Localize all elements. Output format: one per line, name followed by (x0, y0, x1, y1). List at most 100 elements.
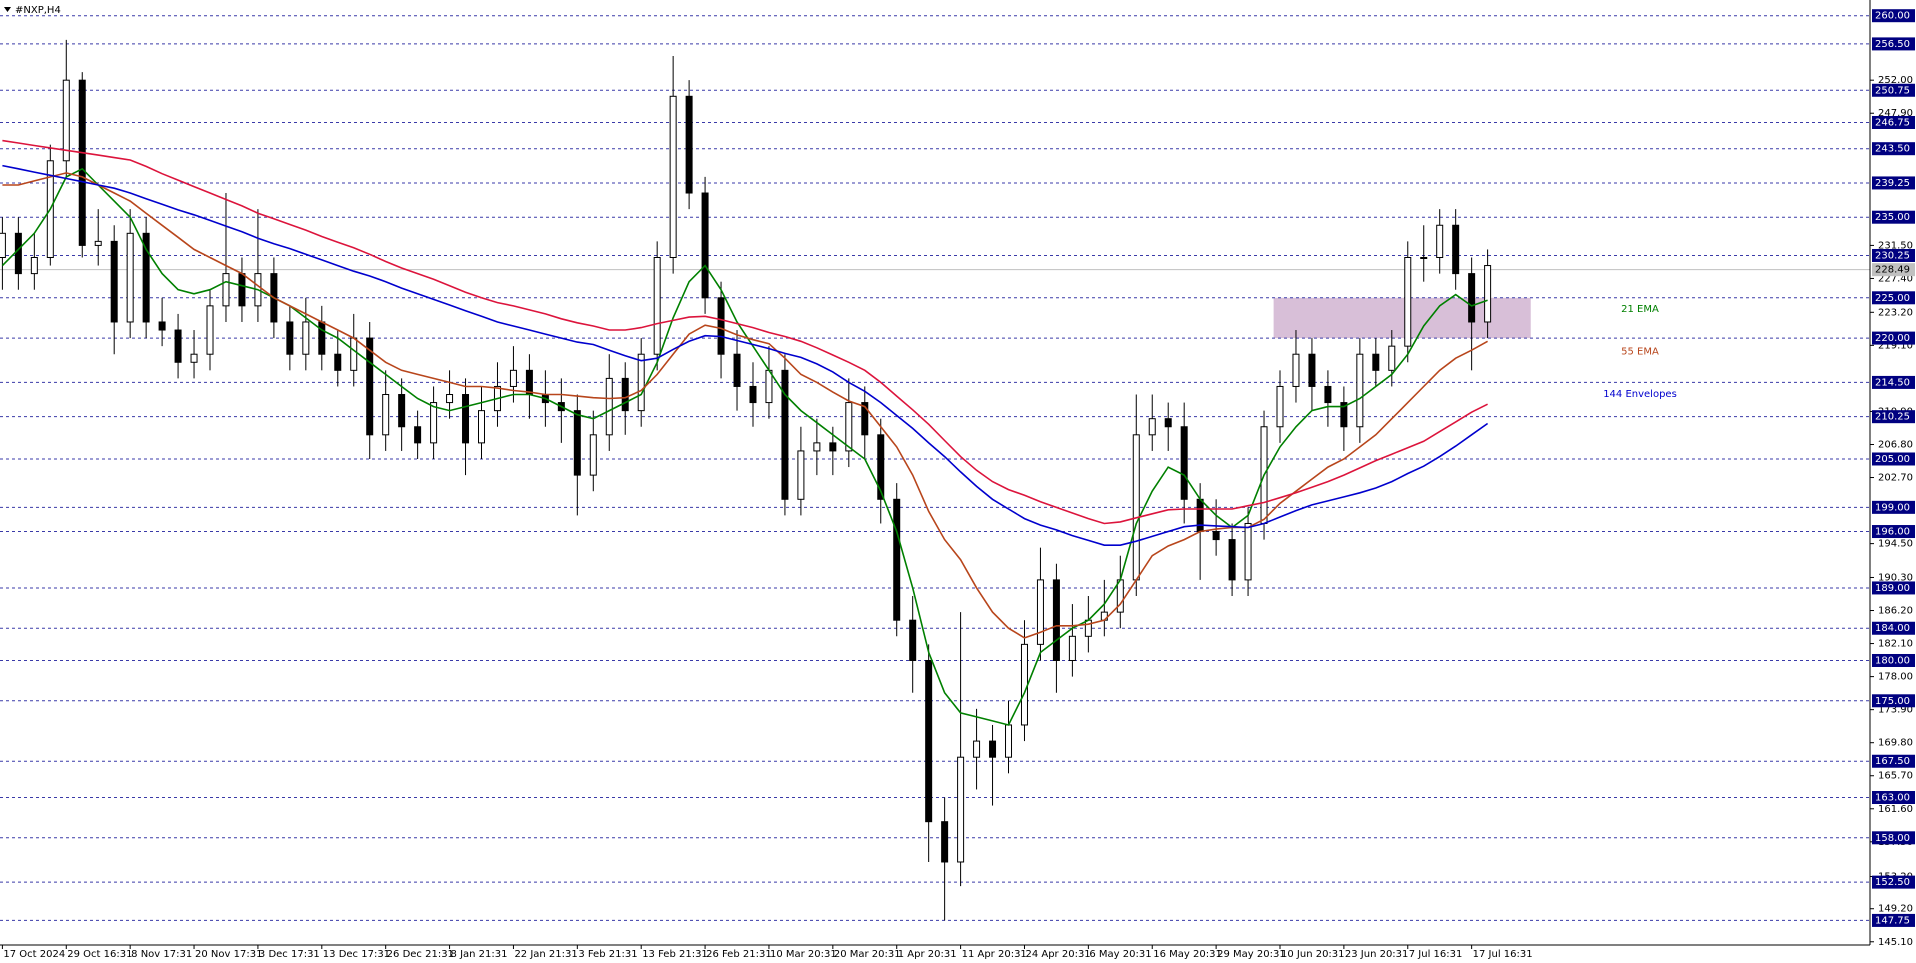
level-label-box (1872, 791, 1915, 805)
candle-body (1340, 402, 1348, 428)
candle-body (30, 256, 38, 275)
candle-body (1212, 531, 1220, 541)
level-label-box (1872, 142, 1915, 156)
x-tick-label: 26 Feb 21:31 (706, 949, 772, 960)
y-tick-label: 169.80 (1878, 738, 1913, 749)
x-tick-label: 17 Oct 2024 (3, 949, 65, 960)
level-label-box (1872, 754, 1915, 768)
candle-body (446, 394, 454, 404)
candle-body (0, 232, 6, 258)
level-label: 167.50 (1875, 756, 1910, 767)
level-label: 163.00 (1875, 793, 1910, 804)
candle-body (925, 659, 933, 823)
candle-body (462, 394, 470, 444)
menu-arrow[interactable] (4, 7, 11, 12)
candle-body (637, 353, 645, 412)
level-label: 235.00 (1875, 212, 1910, 223)
candle-body (509, 369, 517, 387)
level-label: 220.00 (1875, 333, 1910, 344)
level-label: 205.00 (1875, 454, 1910, 465)
candle-body (669, 95, 677, 258)
candle-body (1436, 224, 1444, 258)
candle-body (1452, 224, 1460, 275)
level-label: 250.75 (1875, 85, 1910, 96)
candle-body (1180, 426, 1188, 500)
candle-body (126, 232, 134, 323)
candle-body (589, 434, 597, 476)
x-tick-label: 16 May 20:31 (1153, 949, 1222, 960)
candle-body (1468, 273, 1476, 323)
level-label: 225.00 (1875, 293, 1910, 304)
y-tick-label: 178.00 (1878, 672, 1913, 683)
level-label-box (1872, 176, 1915, 190)
candle-body (1372, 353, 1380, 371)
candle-body (1244, 522, 1252, 581)
candle-body (1052, 579, 1060, 661)
y-tick-label: 194.50 (1878, 539, 1913, 550)
indicator-label: 21 EMA (1621, 304, 1659, 315)
candle-body (1404, 256, 1412, 347)
level-label: 230.25 (1875, 250, 1910, 261)
x-tick-label: 17 Jul 16:31 (1473, 949, 1533, 960)
candle-body (525, 369, 533, 396)
level-label: 158.00 (1875, 833, 1910, 844)
x-tick-label: 8 Jan 21:31 (451, 949, 508, 960)
candle-body (813, 442, 821, 452)
candle-body (989, 740, 997, 758)
candle-body (1356, 353, 1364, 428)
level-label-box (1872, 581, 1915, 595)
x-tick-label: 6 May 20:31 (1089, 949, 1151, 960)
level-label-box (1872, 875, 1915, 889)
level-label-box (1872, 831, 1915, 845)
level-label-box (1872, 452, 1915, 466)
candle-body (302, 321, 310, 355)
x-tick-label: 20 Nov 17:31 (195, 949, 262, 960)
candle-body (573, 410, 581, 476)
candle-body (829, 442, 837, 452)
candle-body (861, 402, 869, 436)
candle-body (1308, 353, 1316, 387)
x-tick-label: 29 Oct 16:31 (67, 949, 132, 960)
candle-body (605, 377, 613, 436)
candle-body (1196, 498, 1204, 533)
y-tick-label: 202.70 (1878, 473, 1913, 484)
candle-body (685, 95, 693, 194)
level-label-box (1872, 9, 1915, 23)
candle-body (334, 353, 342, 371)
level-label-box (1872, 248, 1915, 262)
level-label-box (1872, 83, 1915, 97)
candle-body (110, 240, 118, 323)
level-label: 210.25 (1875, 412, 1910, 423)
candle-body (909, 619, 917, 661)
x-tick-label: 10 Jun 20:31 (1281, 949, 1345, 960)
level-label: 214.50 (1875, 377, 1910, 388)
y-tick-label: 161.60 (1878, 804, 1913, 815)
y-tick-label: 149.20 (1878, 904, 1913, 915)
level-label-box (1872, 331, 1915, 345)
candle-body (14, 232, 22, 275)
level-label-box (1872, 410, 1915, 424)
candle-body (1036, 579, 1044, 645)
indicator-line (1, 167, 1488, 726)
candle-body (1020, 643, 1028, 726)
x-tick-label: 7 Jul 16:31 (1409, 949, 1463, 960)
last-price-box (1872, 263, 1915, 277)
candle-body (398, 394, 406, 428)
candle-body (749, 385, 757, 404)
candle-body (414, 426, 422, 444)
candle-body (1388, 345, 1396, 371)
candle-layer (0, 39, 1492, 921)
candle-body (350, 337, 358, 371)
level-label: 189.00 (1875, 583, 1910, 594)
x-tick-label: 1 Apr 20:31 (898, 949, 957, 960)
x-tick-label: 20 Mar 20:31 (834, 949, 901, 960)
y-tick-label: 173.90 (1878, 705, 1913, 716)
level-label: 175.00 (1875, 696, 1910, 707)
level-label-box (1872, 210, 1915, 224)
candle-body (1005, 724, 1013, 758)
candle-body (957, 756, 965, 863)
candle-body (1228, 539, 1236, 581)
candle-body (318, 321, 326, 355)
